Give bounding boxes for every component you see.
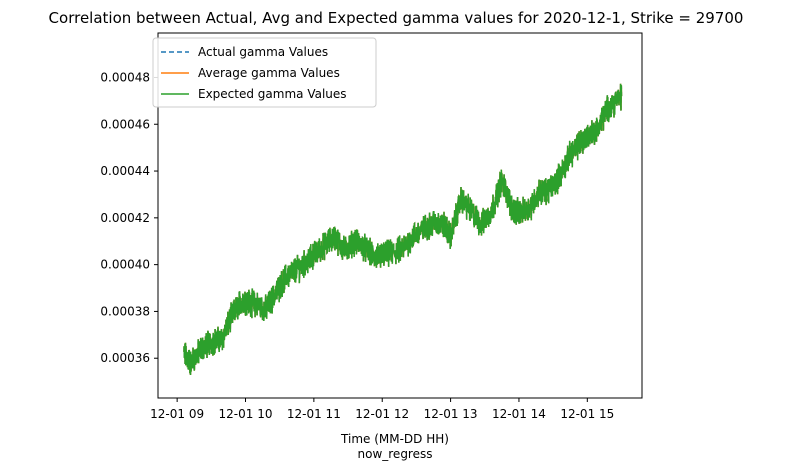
x-tick-label: 12-01 12 xyxy=(355,407,409,421)
x-tick-label: 12-01 10 xyxy=(219,407,273,421)
legend-label: Expected gamma Values xyxy=(198,87,347,101)
legend-label: Average gamma Values xyxy=(198,66,340,80)
legend-box xyxy=(152,37,377,108)
x-axis-label: Time (MM-DD HH) xyxy=(340,432,449,446)
y-tick-label: 0.00046 xyxy=(100,117,150,131)
x-tick-label: 12-01 09 xyxy=(150,407,204,421)
series-line-actual xyxy=(183,83,623,376)
legend: Actual gamma Values Average gamma Values E… xyxy=(152,37,377,108)
y-tick-label: 0.00038 xyxy=(100,304,150,318)
y-tick-label: 0.00042 xyxy=(100,211,150,225)
chart-title: Correlation between Actual, Avg and Expe… xyxy=(49,9,744,27)
y-tick-label: 0.00048 xyxy=(100,70,150,84)
series-line-expected xyxy=(183,83,623,376)
x-axis: 12-01 09 12-01 10 12-01 11 12-01 12 12-01 13… xyxy=(150,398,614,421)
y-tick-label: 0.00044 xyxy=(100,164,150,178)
x-tick-label: 12-01 13 xyxy=(424,407,478,421)
y-axis: 0.00036 0.00038 0.00040 0.00042 0.00044 0.000… xyxy=(100,70,158,365)
series-line-average xyxy=(183,83,623,376)
legend-label: Actual gamma Values xyxy=(198,45,328,59)
plot-lines xyxy=(183,83,623,376)
x-tick-label: 12-01 11 xyxy=(287,407,341,421)
x-axis-sublabel: now_regress xyxy=(358,447,433,461)
x-tick-label: 12-01 15 xyxy=(560,407,614,421)
x-tick-label: 12-01 14 xyxy=(492,407,546,421)
y-tick-label: 0.00036 xyxy=(100,351,150,365)
y-tick-label: 0.00040 xyxy=(100,258,150,272)
plot-frame xyxy=(157,32,643,399)
